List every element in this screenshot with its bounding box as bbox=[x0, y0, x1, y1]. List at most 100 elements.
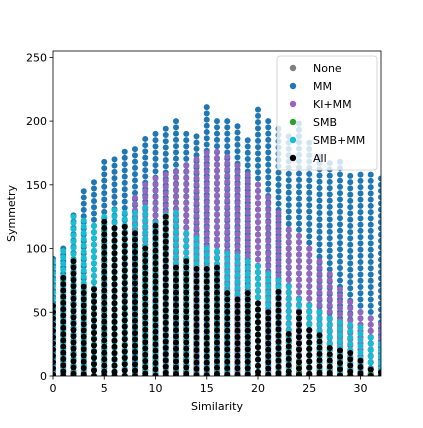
data-point bbox=[326, 216, 333, 223]
data-point bbox=[378, 312, 381, 319]
data-point bbox=[173, 364, 179, 371]
data-point bbox=[132, 323, 138, 330]
data-point bbox=[121, 186, 128, 193]
data-point bbox=[121, 367, 128, 374]
data-point bbox=[357, 290, 364, 297]
data-point bbox=[285, 296, 292, 303]
data-point bbox=[111, 262, 118, 269]
data-point bbox=[244, 277, 251, 284]
data-point bbox=[224, 153, 231, 160]
data-point bbox=[265, 365, 272, 372]
data-point bbox=[316, 264, 323, 271]
data-point bbox=[214, 254, 220, 261]
data-point bbox=[347, 197, 354, 204]
data-point bbox=[285, 270, 292, 277]
data-point bbox=[296, 289, 302, 296]
data-point bbox=[101, 250, 108, 257]
data-point bbox=[173, 277, 179, 284]
data-point bbox=[193, 309, 200, 316]
data-point bbox=[285, 290, 292, 297]
data-point bbox=[70, 258, 77, 265]
data-point bbox=[265, 174, 272, 181]
data-point bbox=[275, 216, 282, 223]
data-point bbox=[296, 352, 302, 359]
data-point bbox=[316, 350, 323, 357]
data-point bbox=[265, 168, 272, 175]
data-point bbox=[234, 135, 241, 142]
data-point bbox=[142, 167, 149, 174]
data-point bbox=[275, 253, 282, 260]
data-point bbox=[121, 209, 128, 216]
data-point bbox=[111, 162, 118, 169]
data-point bbox=[234, 284, 241, 291]
data-point bbox=[214, 217, 220, 224]
data-point bbox=[326, 363, 333, 370]
data-point bbox=[378, 306, 381, 313]
data-point bbox=[296, 315, 302, 322]
data-point bbox=[347, 328, 354, 335]
data-point bbox=[132, 152, 138, 159]
data-point bbox=[183, 206, 190, 213]
data-point bbox=[306, 309, 313, 316]
data-point bbox=[183, 358, 190, 365]
data-point bbox=[296, 189, 302, 196]
data-point bbox=[357, 324, 364, 331]
data-point bbox=[80, 352, 87, 359]
data-point bbox=[121, 361, 128, 368]
data-point bbox=[214, 277, 220, 284]
data-point bbox=[255, 144, 261, 151]
data-point bbox=[367, 265, 374, 272]
data-point bbox=[357, 240, 364, 247]
data-point bbox=[121, 230, 128, 237]
data-point bbox=[111, 200, 118, 207]
data-point bbox=[162, 177, 169, 184]
data-point bbox=[173, 209, 179, 216]
data-point bbox=[193, 353, 200, 360]
data-point bbox=[142, 217, 149, 224]
data-point bbox=[367, 277, 374, 284]
data-point bbox=[203, 149, 210, 156]
data-point bbox=[378, 181, 381, 188]
data-point bbox=[214, 118, 220, 125]
data-point bbox=[347, 235, 354, 242]
data-point bbox=[337, 265, 343, 272]
data-point bbox=[111, 368, 118, 375]
data-point bbox=[367, 373, 374, 376]
data-point bbox=[244, 246, 251, 253]
data-point bbox=[132, 317, 138, 324]
data-point bbox=[367, 259, 374, 266]
data-point bbox=[193, 139, 200, 146]
data-point bbox=[173, 149, 179, 156]
data-point bbox=[337, 271, 343, 278]
data-point bbox=[265, 149, 272, 156]
data-point bbox=[132, 183, 138, 190]
data-point bbox=[265, 238, 272, 245]
data-point bbox=[60, 287, 67, 294]
data-point bbox=[357, 209, 364, 216]
data-point bbox=[101, 202, 108, 209]
data-point bbox=[193, 206, 200, 213]
data-point bbox=[285, 257, 292, 264]
data-point bbox=[265, 283, 272, 290]
data-point bbox=[316, 203, 323, 210]
data-point bbox=[193, 181, 200, 188]
data-point bbox=[70, 302, 77, 309]
data-point bbox=[367, 184, 374, 191]
data-point bbox=[60, 337, 67, 344]
data-point bbox=[111, 243, 118, 250]
data-point bbox=[326, 228, 333, 235]
data-point bbox=[214, 373, 220, 376]
data-point bbox=[152, 316, 159, 323]
data-point bbox=[80, 290, 87, 297]
data-point bbox=[53, 334, 56, 341]
data-point bbox=[357, 330, 364, 337]
data-point bbox=[70, 345, 77, 352]
data-point bbox=[142, 229, 149, 236]
data-point bbox=[183, 225, 190, 232]
data-point bbox=[214, 242, 220, 249]
data-point bbox=[53, 295, 56, 302]
data-point bbox=[152, 360, 159, 366]
data-point bbox=[121, 148, 128, 155]
y-tick-label: 200 bbox=[26, 115, 47, 128]
data-point bbox=[296, 183, 302, 190]
